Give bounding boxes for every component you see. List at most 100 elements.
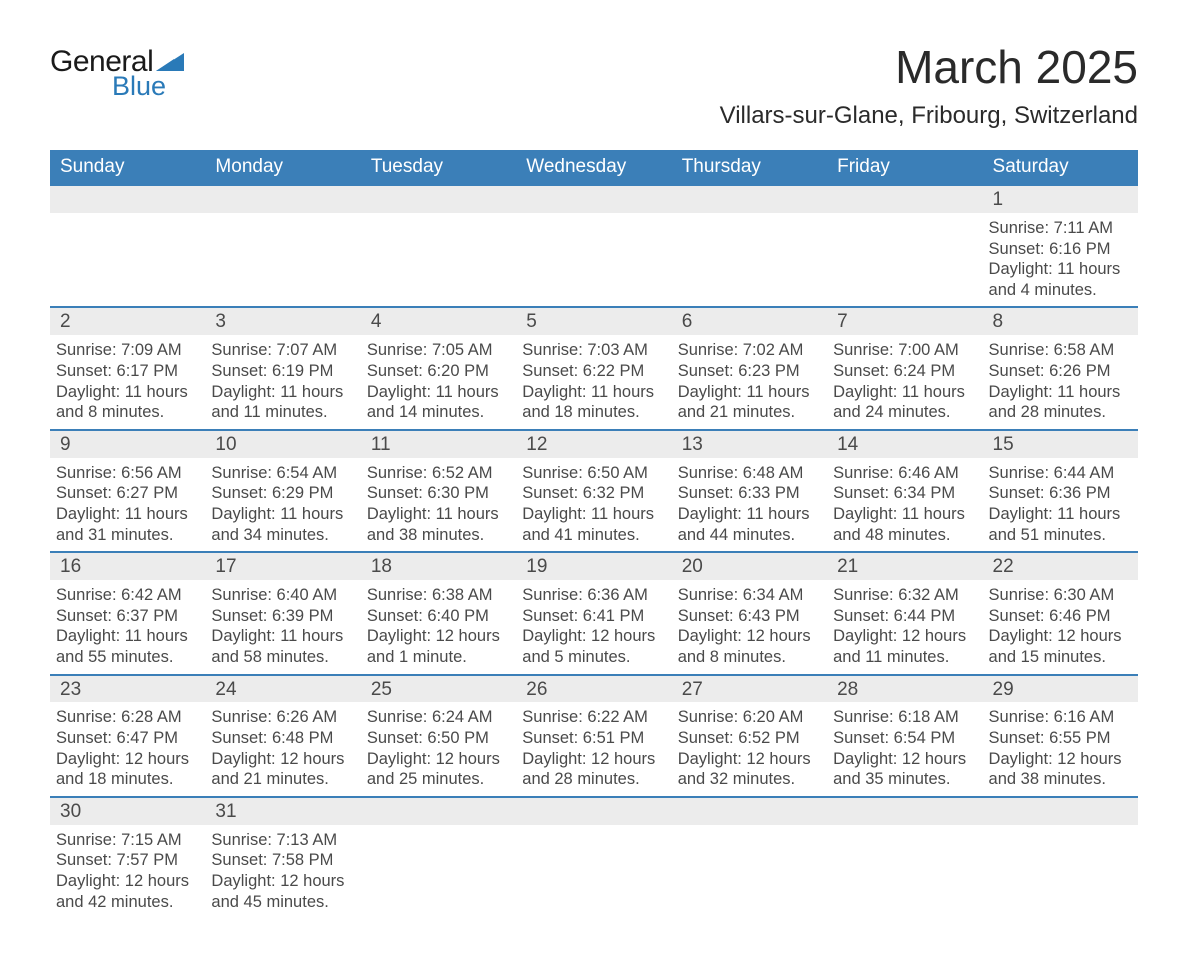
day-number: 3 (205, 308, 360, 335)
calendar-day-cell (361, 797, 516, 918)
day-number: 15 (983, 431, 1138, 458)
sunset-text: Sunset: 6:51 PM (522, 729, 644, 747)
day-details: Sunrise: 6:38 AMSunset: 6:40 PMDaylight:… (361, 580, 516, 674)
sunset-text: Sunset: 6:19 PM (211, 362, 333, 380)
day-number-empty (672, 186, 827, 213)
calendar-day-cell: 20Sunrise: 6:34 AMSunset: 6:43 PMDayligh… (672, 552, 827, 674)
daylight-text: and 18 minutes. (56, 770, 173, 788)
day-number-empty (50, 186, 205, 213)
daylight-text: and 48 minutes. (833, 526, 950, 544)
daylight-text: Daylight: 11 hours (367, 383, 499, 401)
sunrise-text: Sunrise: 6:18 AM (833, 708, 959, 726)
day-details: Sunrise: 6:34 AMSunset: 6:43 PMDaylight:… (672, 580, 827, 674)
daylight-text: Daylight: 12 hours (522, 750, 655, 768)
header: General Blue March 2025 Villars-sur-Glan… (50, 40, 1138, 130)
weekday-header: Monday (205, 150, 360, 185)
calendar-week-row: 16Sunrise: 6:42 AMSunset: 6:37 PMDayligh… (50, 552, 1138, 674)
day-details: Sunrise: 7:11 AMSunset: 6:16 PMDaylight:… (983, 213, 1138, 307)
day-body-empty (205, 213, 360, 307)
calendar-day-cell: 30Sunrise: 7:15 AMSunset: 7:57 PMDayligh… (50, 797, 205, 918)
daylight-text: and 18 minutes. (522, 403, 639, 421)
daylight-text: Daylight: 11 hours (833, 383, 965, 401)
calendar-day-cell: 31Sunrise: 7:13 AMSunset: 7:58 PMDayligh… (205, 797, 360, 918)
day-number: 18 (361, 553, 516, 580)
daylight-text: and 21 minutes. (211, 770, 328, 788)
sunset-text: Sunset: 6:22 PM (522, 362, 644, 380)
day-number: 7 (827, 308, 982, 335)
sunset-text: Sunset: 6:34 PM (833, 484, 955, 502)
sunset-text: Sunset: 6:36 PM (989, 484, 1111, 502)
daylight-text: Daylight: 11 hours (833, 505, 965, 523)
daylight-text: and 14 minutes. (367, 403, 484, 421)
day-number: 21 (827, 553, 982, 580)
calendar-day-cell: 23Sunrise: 6:28 AMSunset: 6:47 PMDayligh… (50, 675, 205, 797)
daylight-text: Daylight: 11 hours (678, 505, 810, 523)
day-number: 22 (983, 553, 1138, 580)
daylight-text: Daylight: 11 hours (678, 383, 810, 401)
sunrise-text: Sunrise: 6:38 AM (367, 586, 493, 604)
weekday-header: Tuesday (361, 150, 516, 185)
day-details: Sunrise: 6:48 AMSunset: 6:33 PMDaylight:… (672, 458, 827, 552)
sunrise-text: Sunrise: 6:36 AM (522, 586, 648, 604)
sunrise-text: Sunrise: 7:09 AM (56, 341, 182, 359)
day-number: 19 (516, 553, 671, 580)
daylight-text: and 11 minutes. (833, 648, 949, 666)
calendar-day-cell: 3Sunrise: 7:07 AMSunset: 6:19 PMDaylight… (205, 307, 360, 429)
daylight-text: Daylight: 11 hours (56, 505, 188, 523)
day-details: Sunrise: 6:24 AMSunset: 6:50 PMDaylight:… (361, 702, 516, 796)
day-details: Sunrise: 7:09 AMSunset: 6:17 PMDaylight:… (50, 335, 205, 429)
sunrise-text: Sunrise: 7:07 AM (211, 341, 337, 359)
sunset-text: Sunset: 6:39 PM (211, 607, 333, 625)
calendar-day-cell (672, 797, 827, 918)
daylight-text: Daylight: 12 hours (56, 750, 189, 768)
day-number: 5 (516, 308, 671, 335)
sunset-text: Sunset: 6:29 PM (211, 484, 333, 502)
day-details: Sunrise: 6:32 AMSunset: 6:44 PMDaylight:… (827, 580, 982, 674)
daylight-text: Daylight: 11 hours (989, 260, 1121, 278)
sunrise-text: Sunrise: 6:58 AM (989, 341, 1115, 359)
sunrise-text: Sunrise: 6:44 AM (989, 464, 1115, 482)
calendar-day-cell (672, 185, 827, 307)
calendar-day-cell: 13Sunrise: 6:48 AMSunset: 6:33 PMDayligh… (672, 430, 827, 552)
daylight-text: and 25 minutes. (367, 770, 484, 788)
sunrise-text: Sunrise: 6:48 AM (678, 464, 804, 482)
calendar-header-row: SundayMondayTuesdayWednesdayThursdayFrid… (50, 150, 1138, 185)
daylight-text: and 55 minutes. (56, 648, 173, 666)
sunrise-text: Sunrise: 7:05 AM (367, 341, 493, 359)
daylight-text: and 35 minutes. (833, 770, 950, 788)
weekday-header: Saturday (983, 150, 1138, 185)
daylight-text: and 38 minutes. (367, 526, 484, 544)
sunset-text: Sunset: 7:57 PM (56, 851, 178, 869)
day-number: 11 (361, 431, 516, 458)
sunset-text: Sunset: 6:48 PM (211, 729, 333, 747)
daylight-text: Daylight: 12 hours (211, 872, 344, 890)
daylight-text: and 24 minutes. (833, 403, 950, 421)
day-details: Sunrise: 6:26 AMSunset: 6:48 PMDaylight:… (205, 702, 360, 796)
day-details: Sunrise: 6:42 AMSunset: 6:37 PMDaylight:… (50, 580, 205, 674)
sunset-text: Sunset: 6:54 PM (833, 729, 955, 747)
sunrise-text: Sunrise: 6:56 AM (56, 464, 182, 482)
sunset-text: Sunset: 6:52 PM (678, 729, 800, 747)
calendar-day-cell (361, 185, 516, 307)
day-number-empty (983, 798, 1138, 825)
day-details: Sunrise: 6:54 AMSunset: 6:29 PMDaylight:… (205, 458, 360, 552)
sunrise-text: Sunrise: 6:24 AM (367, 708, 493, 726)
calendar-week-row: 9Sunrise: 6:56 AMSunset: 6:27 PMDaylight… (50, 430, 1138, 552)
day-details: Sunrise: 6:44 AMSunset: 6:36 PMDaylight:… (983, 458, 1138, 552)
day-number-empty (516, 186, 671, 213)
calendar-day-cell: 27Sunrise: 6:20 AMSunset: 6:52 PMDayligh… (672, 675, 827, 797)
day-number: 31 (205, 798, 360, 825)
day-number: 30 (50, 798, 205, 825)
daylight-text: and 11 minutes. (211, 403, 327, 421)
sunset-text: Sunset: 6:44 PM (833, 607, 955, 625)
day-number: 27 (672, 676, 827, 703)
sunrise-text: Sunrise: 6:28 AM (56, 708, 182, 726)
daylight-text: Daylight: 12 hours (678, 627, 811, 645)
daylight-text: and 8 minutes. (56, 403, 164, 421)
day-number: 28 (827, 676, 982, 703)
day-number: 20 (672, 553, 827, 580)
calendar-week-row: 23Sunrise: 6:28 AMSunset: 6:47 PMDayligh… (50, 675, 1138, 797)
sunset-text: Sunset: 6:43 PM (678, 607, 800, 625)
daylight-text: and 38 minutes. (989, 770, 1106, 788)
day-number-empty (672, 798, 827, 825)
